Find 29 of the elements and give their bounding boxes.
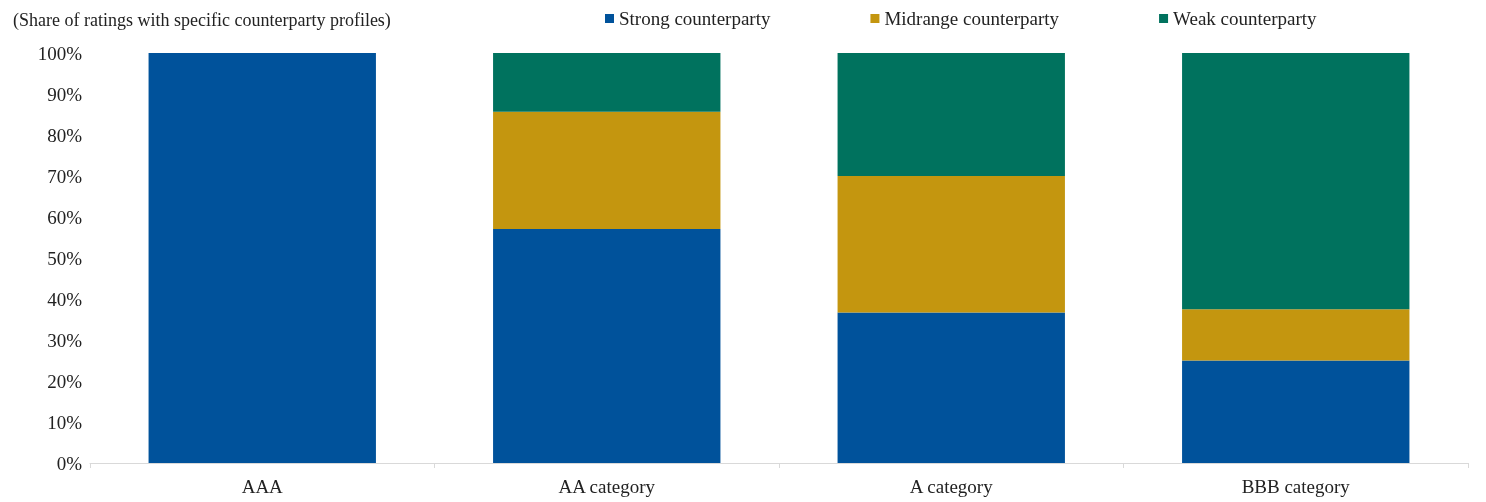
bar bbox=[1182, 309, 1410, 361]
x-tick-label: AAA bbox=[241, 476, 284, 497]
bar bbox=[493, 53, 721, 112]
y-tick-label: 60% bbox=[47, 206, 83, 228]
y-tick-label: 30% bbox=[47, 329, 83, 351]
bar bbox=[837, 53, 1065, 176]
y-tick-label: 90% bbox=[47, 83, 83, 105]
x-tick-label: A category bbox=[909, 476, 994, 497]
x-tick-label: AA category bbox=[558, 476, 656, 497]
bar bbox=[837, 312, 1065, 463]
y-tick-label: 70% bbox=[47, 165, 83, 187]
bar bbox=[148, 53, 376, 463]
chart-title: (Share of ratings with specific counterparty profiles) bbox=[13, 10, 391, 31]
bar bbox=[837, 176, 1065, 313]
y-tick-label: 20% bbox=[47, 370, 83, 392]
y-tick-label: 80% bbox=[47, 124, 83, 146]
bar bbox=[1182, 53, 1410, 310]
x-tick-label: BBB category bbox=[1241, 476, 1351, 497]
y-tick-label: 100% bbox=[37, 42, 83, 64]
y-tick-label: 10% bbox=[47, 411, 83, 433]
y-tick-label: 0% bbox=[56, 452, 83, 474]
legend-label: Strong counterparty bbox=[619, 8, 771, 29]
y-tick-label: 40% bbox=[47, 288, 83, 310]
bar bbox=[1182, 360, 1410, 463]
bar bbox=[493, 111, 721, 229]
y-tick-label: 50% bbox=[47, 247, 83, 269]
legend-label: Midrange counterparty bbox=[884, 8, 1060, 29]
bar bbox=[493, 228, 721, 463]
legend-label: Weak counterparty bbox=[1173, 8, 1318, 29]
